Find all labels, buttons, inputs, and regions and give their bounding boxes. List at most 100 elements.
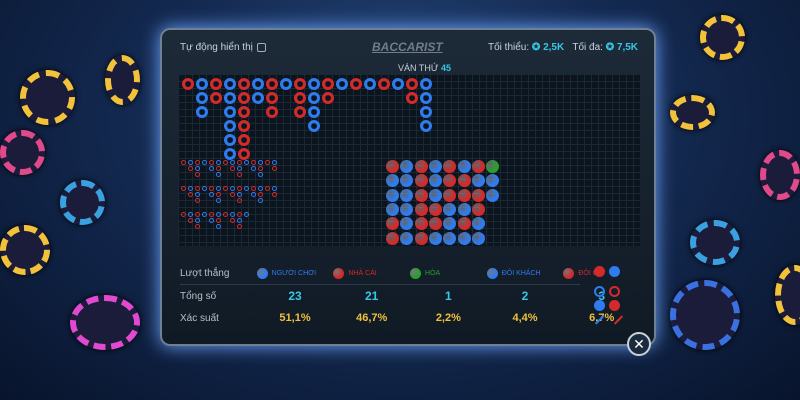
legend-item: NHÀ CÁI <box>333 267 410 279</box>
big-road-ring <box>420 120 432 132</box>
chip-decoration <box>70 295 140 350</box>
derived-road-mark <box>237 212 242 217</box>
derived-road-mark <box>251 166 256 171</box>
player-ball-icon <box>609 266 620 277</box>
bead-plate-ball <box>414 160 428 173</box>
result-ball-icon <box>563 267 575 279</box>
probability-value: 2,2% <box>435 312 461 324</box>
derived-road-mark <box>216 160 221 165</box>
bead-plate-ball <box>428 188 442 202</box>
max-value: ✪ 7,5K <box>605 42 638 53</box>
probability-value: 51,1% <box>279 312 311 324</box>
bead-plate-ball <box>400 202 414 216</box>
chip-decoration <box>690 220 740 265</box>
big-road-ring <box>392 78 404 90</box>
derived-road-mark <box>202 186 207 191</box>
road-legend-keys <box>594 266 624 325</box>
chip-decoration <box>105 55 140 105</box>
derived-road-mark <box>188 212 193 217</box>
big-road-ring <box>308 120 320 132</box>
bead-plate-ball <box>400 217 414 231</box>
big-road-ring <box>196 92 208 104</box>
big-road-ring <box>238 92 250 104</box>
derived-road-mark <box>244 212 249 217</box>
bet-limits: Tối thiểu: ✪ 2,5K Tối đa: ✪ 7,5K <box>488 42 638 53</box>
big-road-ring <box>308 92 320 104</box>
bead-plate-ball <box>386 231 399 245</box>
close-button[interactable]: ✕ <box>627 332 651 356</box>
derived-road-mark <box>251 160 256 165</box>
derived-road-mark <box>195 166 200 171</box>
probability-label: Xác suất <box>180 312 219 324</box>
bead-plate-ball <box>400 174 414 188</box>
derived-road-mark <box>181 160 186 165</box>
legend-item: ĐÔI KHÁCH <box>486 267 564 279</box>
derived-road-mark <box>209 218 214 223</box>
bead-plate-ball <box>471 160 485 173</box>
derived-road-mark <box>209 212 214 217</box>
derived-road-mark <box>188 166 193 171</box>
derived-road-mark <box>258 186 263 191</box>
derived-road-mark <box>230 166 235 171</box>
derived-road-mark <box>202 160 207 165</box>
bead-plate-ball <box>443 174 457 188</box>
close-icon: ✕ <box>633 336 645 352</box>
chip-decoration <box>700 15 745 60</box>
derived-road-mark <box>209 186 214 191</box>
big-road-ring <box>406 78 418 90</box>
big-road-ring <box>350 78 362 90</box>
derived-road-mark <box>230 160 235 165</box>
chip-decoration <box>0 130 45 175</box>
bead-plate-ball <box>457 160 471 173</box>
result-ball-icon <box>256 267 268 279</box>
big-road-ring <box>224 92 236 104</box>
big-road-ring <box>280 78 292 90</box>
chip-decoration <box>670 95 715 130</box>
derived-road-mark <box>216 212 221 217</box>
big-road-ring <box>196 106 208 118</box>
derived-road-mark <box>237 198 242 203</box>
bead-plate-ball <box>428 202 442 216</box>
big-road-ring <box>406 92 418 104</box>
big-road-ring <box>252 92 264 104</box>
derived-road-mark <box>230 218 235 223</box>
derived-road-mark <box>209 192 214 197</box>
banker-ring-icon <box>609 286 620 297</box>
big-road-ring <box>322 78 334 90</box>
derived-road-mark <box>237 186 242 191</box>
big-road-ring <box>364 78 376 90</box>
game-title: BACCARIST <box>372 40 443 54</box>
total-value: 1 <box>445 289 452 303</box>
derived-road-mark <box>216 198 221 203</box>
banker-dot-icon <box>609 300 620 311</box>
probability-value: 4,4% <box>512 312 538 324</box>
chip-decoration <box>775 265 800 325</box>
roadmap-board <box>178 74 640 246</box>
derived-road-mark <box>272 166 277 171</box>
bead-plate-ball <box>486 188 500 202</box>
big-road-ring <box>210 92 222 104</box>
bead-plate-ball <box>386 188 399 202</box>
chip-decoration <box>20 70 75 125</box>
bead-plate-ball <box>443 188 457 202</box>
big-road-ring <box>196 78 208 90</box>
result-ball-icon <box>333 267 345 279</box>
auto-show-toggle[interactable]: Tự động hiển thị <box>180 42 266 53</box>
bead-plate-ball <box>386 160 399 173</box>
big-road-ring <box>238 148 250 160</box>
derived-road-mark <box>223 186 228 191</box>
probability-value: 46,7% <box>356 312 388 324</box>
derived-road-mark <box>195 192 200 197</box>
bead-plate-ball <box>414 231 428 245</box>
auto-show-checkbox[interactable] <box>256 42 266 52</box>
bead-plate-ball <box>400 231 414 245</box>
bead-plate-ball <box>428 217 442 231</box>
derived-road-mark <box>265 186 270 191</box>
derived-road-mark <box>195 198 200 203</box>
derived-road-mark <box>188 192 193 197</box>
derived-road-mark <box>195 186 200 191</box>
derived-road-mark <box>216 172 221 177</box>
bead-plate-ball <box>457 174 471 188</box>
round-indicator: VÁN THỨ 45 <box>398 63 451 73</box>
big-road-ring <box>420 92 432 104</box>
